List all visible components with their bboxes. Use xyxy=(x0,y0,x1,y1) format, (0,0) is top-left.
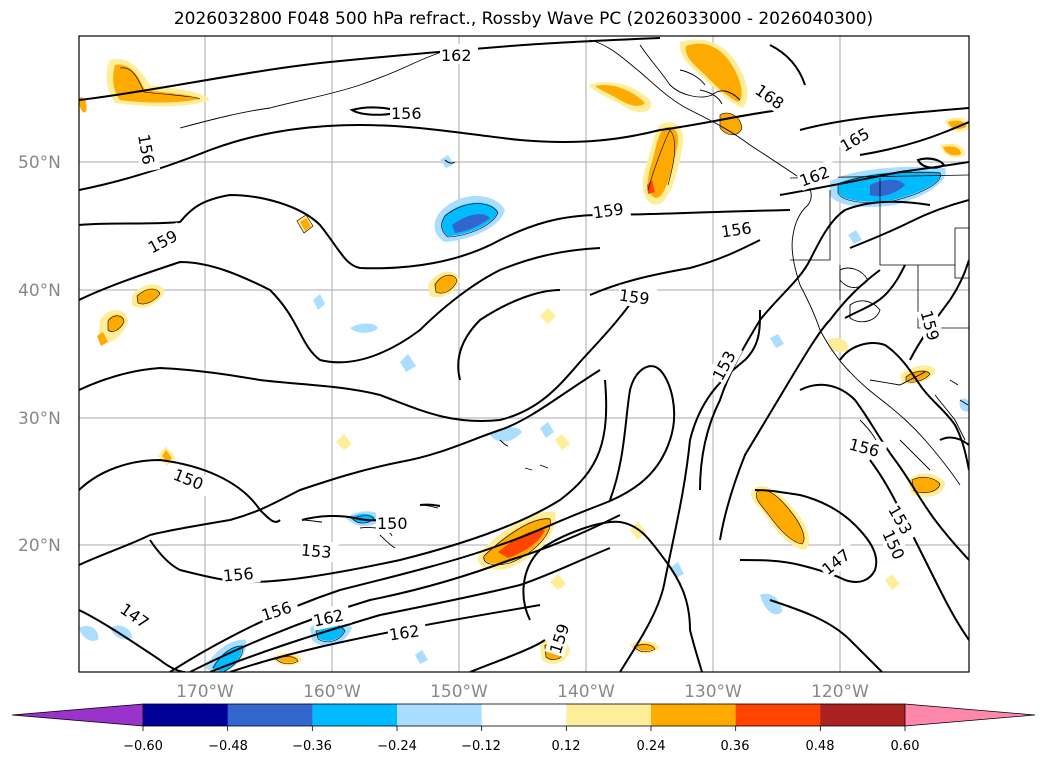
anomaly-patch xyxy=(212,645,243,672)
lat-label-50n: 50°N xyxy=(18,153,61,173)
contour-label: 156 xyxy=(720,218,753,241)
anomaly-patch xyxy=(79,97,87,113)
anomaly-patch xyxy=(97,332,108,346)
colorbar-ticks xyxy=(142,726,906,731)
lat-label-30n: 30°N xyxy=(18,409,61,429)
colorbar-swatch xyxy=(905,704,1035,726)
colorbar-swatch xyxy=(566,704,652,726)
lon-label-170w: 170°W xyxy=(176,682,234,702)
anomaly-patch xyxy=(647,127,679,198)
anomaly-patch xyxy=(943,146,961,156)
contour-label: 150 xyxy=(377,514,408,533)
colorbar-tick-label: 0.60 xyxy=(891,739,920,754)
anomaly-patch xyxy=(550,574,566,590)
colorbar-extend-right xyxy=(904,703,1036,727)
longitude-labels: 170°W 160°W 150°W 140°W 130°W 120°W xyxy=(176,682,869,702)
chart-title: 2026032800 F048 500 hPa refract., Rossby… xyxy=(173,9,874,29)
anomaly-patch xyxy=(350,323,378,333)
anomaly-patch xyxy=(828,338,849,353)
anomaly-patch xyxy=(885,574,900,590)
anomaly-patch xyxy=(452,214,490,233)
contour-label: 159 xyxy=(592,199,625,222)
anomaly-patch xyxy=(162,450,172,462)
colorbar-tick-labels: −0.60 −0.48 −0.36 −0.24 −0.12 0.12 0.24 … xyxy=(123,739,919,754)
colorbar-tick-label: −0.48 xyxy=(208,739,248,754)
colorbar-swatch xyxy=(397,704,483,726)
colorbar-swatch xyxy=(651,704,737,726)
colorbar-tick-label: 0.12 xyxy=(552,739,581,754)
colorbar-tick-label: 0.24 xyxy=(637,739,666,754)
colorbar-tick-label: −0.60 xyxy=(123,739,163,754)
colorbar-swatch xyxy=(735,704,821,726)
colorbar-swatch xyxy=(227,704,313,726)
anomaly-patch xyxy=(336,434,352,450)
colorbar-swatch xyxy=(12,704,143,726)
map-frame xyxy=(78,35,970,673)
anomaly-patch xyxy=(313,294,325,310)
contour-label: 153 xyxy=(300,540,332,562)
anomaly-patch xyxy=(79,625,99,641)
contour-label: 162 xyxy=(388,621,421,644)
anomaly-patch xyxy=(670,562,684,578)
contour-label: 162 xyxy=(441,46,472,65)
colorbar-swatch xyxy=(820,704,906,726)
anomaly-patch xyxy=(870,179,905,197)
colorbar-tick-label: 0.36 xyxy=(721,739,750,754)
colorbar-swatch xyxy=(481,704,567,726)
anomaly-patch xyxy=(540,308,556,324)
lon-label-140w: 140°W xyxy=(557,682,615,702)
lat-label-20n: 20°N xyxy=(18,536,61,556)
anomaly-patch xyxy=(848,230,862,244)
colorbar-frame xyxy=(142,703,906,727)
lon-label-150w: 150°W xyxy=(430,682,488,702)
lat-label-40n: 40°N xyxy=(18,281,61,301)
colorbar-swatches xyxy=(12,704,1035,726)
anomaly-patch xyxy=(912,477,940,493)
anomaly-patch xyxy=(647,180,655,194)
colorbar-tick-label: −0.24 xyxy=(377,739,417,754)
anomaly-patch xyxy=(770,334,784,348)
contour-label: 156 xyxy=(222,564,254,586)
anomaly-patch xyxy=(300,218,311,231)
colorbar-tick-label: 0.48 xyxy=(806,739,835,754)
lon-label-120w: 120°W xyxy=(811,682,869,702)
anomaly-patch xyxy=(948,120,966,130)
anomaly-patch xyxy=(137,288,160,304)
anomaly-patch xyxy=(756,490,805,544)
anomaly-patch xyxy=(498,529,545,558)
anomaly-patch xyxy=(959,398,969,412)
contour-label: 159 xyxy=(618,286,651,309)
lon-label-130w: 130°W xyxy=(684,682,742,702)
colorbar-swatch xyxy=(143,704,229,726)
lon-label-160w: 160°W xyxy=(303,682,361,702)
anomaly-patch xyxy=(400,354,416,372)
anomaly-outlines xyxy=(107,67,941,672)
anomaly-patch xyxy=(760,593,782,615)
colorbar: −0.60 −0.48 −0.36 −0.24 −0.12 0.12 0.24 … xyxy=(11,703,1036,754)
colorbar-tick-label: −0.12 xyxy=(461,739,501,754)
anomaly-patch xyxy=(685,43,742,102)
contour-labels: 162 156 168 165 162 156 159 159 156 159 … xyxy=(115,44,946,658)
colorbar-swatch xyxy=(312,704,398,726)
colorbar-extend-left xyxy=(11,703,144,727)
anomaly-patch xyxy=(415,650,428,664)
contour-label: 156 xyxy=(391,104,422,123)
anomaly-patch xyxy=(555,434,570,450)
anomaly-patch xyxy=(110,625,132,640)
anomaly-patch xyxy=(540,422,554,438)
colorbar-tick-label: −0.36 xyxy=(292,739,332,754)
latitude-labels: 50°N 40°N 30°N 20°N xyxy=(18,153,61,556)
anomaly-patch xyxy=(595,84,645,106)
